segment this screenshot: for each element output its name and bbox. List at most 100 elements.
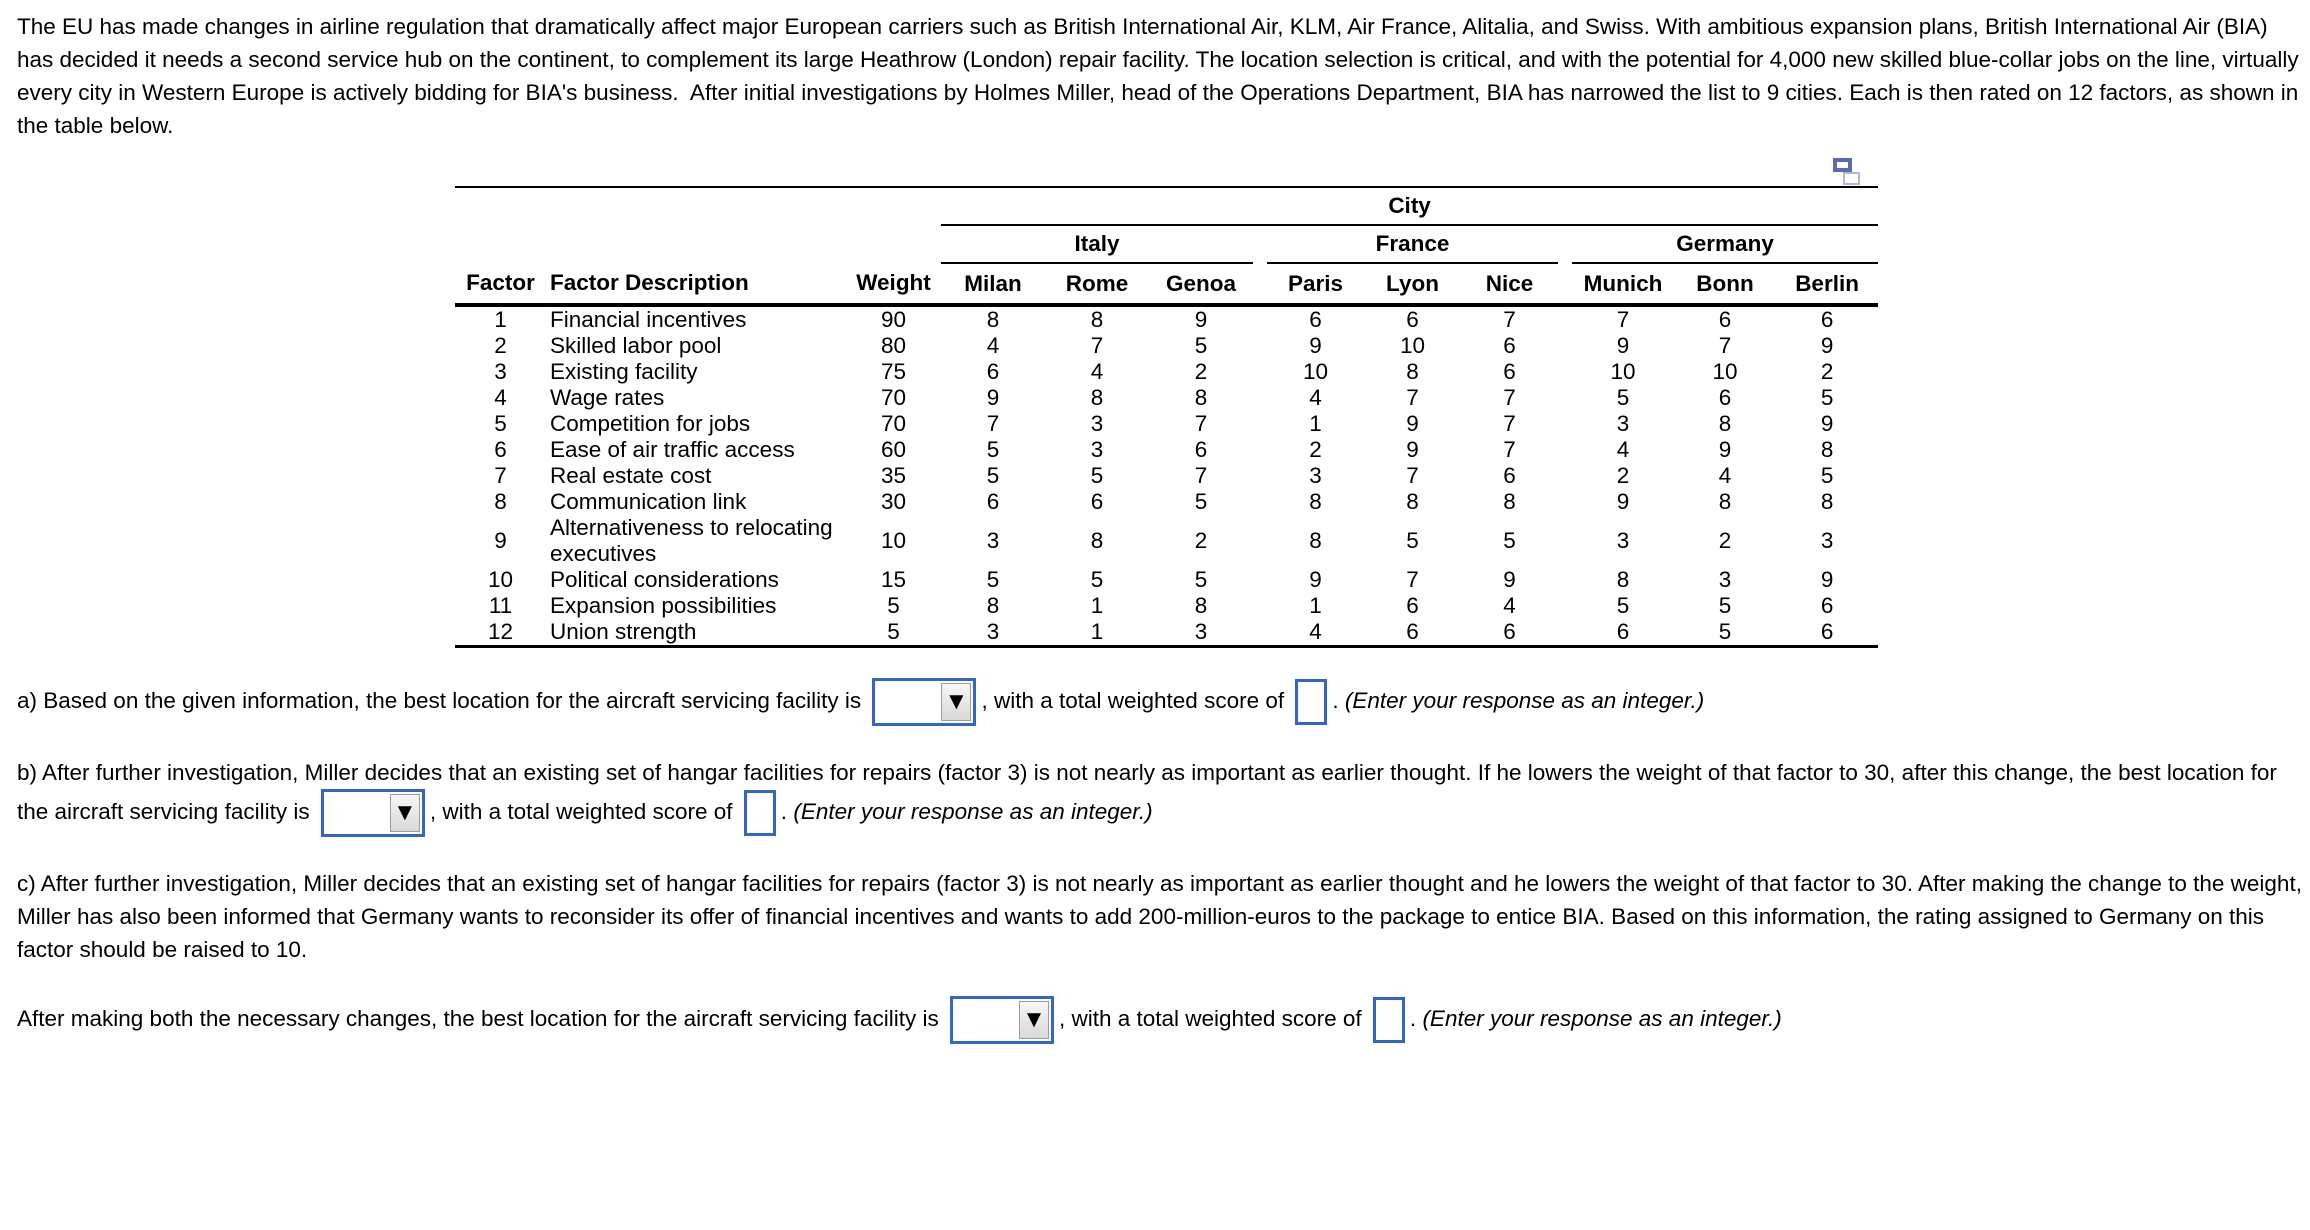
rating-cell: 9 <box>1820 411 1834 436</box>
rating-cell: 6 <box>1503 619 1516 644</box>
location-select-a[interactable]: ▼ <box>872 678 977 726</box>
factor-rating-table: City Italy France Germany Factor Factor … <box>455 186 1879 648</box>
rating-cell: 7 <box>1406 463 1419 488</box>
dropdown-arrow-icon[interactable]: ▼ <box>1018 1001 1049 1039</box>
factor-number: 1 <box>494 307 507 332</box>
rating-cell: 3 <box>986 528 1000 553</box>
rating-cell: 6 <box>986 359 1000 384</box>
table-row: 5 Competition for jobs 70 7 3 7 1 9 7 3 8 9 <box>455 411 1878 437</box>
rating-cell: 4 <box>1090 359 1104 384</box>
column-gap <box>1253 437 1267 463</box>
rating-cell: 8 <box>1194 593 1208 618</box>
rating-cell: 8 <box>986 593 1000 618</box>
column-gap <box>1558 619 1572 647</box>
rating-cell: 8 <box>1503 489 1516 514</box>
city-header-row: City <box>455 187 1879 226</box>
rating-cell: 9 <box>1194 307 1208 332</box>
factor-table-container: City Italy France Germany Factor Factor … <box>455 156 1879 648</box>
rating-cell: 4 <box>1309 619 1322 644</box>
col-header-description: Factor Description <box>546 263 846 307</box>
column-gap <box>1558 593 1572 619</box>
table-row: 4 Wage rates 70 9 8 8 4 7 7 5 6 5 <box>455 385 1878 411</box>
rating-cell: 7 <box>1503 385 1516 410</box>
factor-weight: 15 <box>880 567 907 592</box>
table-row: 10 Political considerations 15 5 5 5 9 7 9 8 3 9 <box>455 567 1878 593</box>
factor-weight: 10 <box>880 528 907 553</box>
location-select-d[interactable]: ▼ <box>949 996 1054 1044</box>
question-a-period: . <box>1332 687 1339 713</box>
rating-cell: 5 <box>1406 528 1419 553</box>
column-gap <box>1558 385 1572 411</box>
rating-cell: 8 <box>1406 489 1419 514</box>
factor-description: Communication link <box>550 489 747 514</box>
table-row: 12 Union strength 5 3 1 3 4 6 6 6 5 6 <box>455 619 1878 647</box>
dropdown-arrow-icon[interactable]: ▼ <box>389 794 420 832</box>
score-input-b[interactable] <box>743 790 776 836</box>
score-input-a[interactable] <box>1295 679 1328 725</box>
column-gap <box>1253 515 1267 567</box>
rating-cell: 5 <box>1718 619 1732 644</box>
factor-description: Union strength <box>550 619 697 644</box>
question-d-period: . <box>1409 1005 1417 1031</box>
rating-cell: 3 <box>1090 411 1104 436</box>
rating-cell: 8 <box>1820 489 1834 514</box>
column-gap <box>1253 489 1267 515</box>
factor-weight: 5 <box>887 593 900 618</box>
rating-cell: 2 <box>1194 528 1208 553</box>
rating-cell: 6 <box>1503 333 1516 358</box>
rating-cell: 1 <box>1090 619 1104 644</box>
col-header-rome: Rome <box>1045 263 1150 307</box>
rating-cell: 8 <box>1090 528 1104 553</box>
popout-icon[interactable] <box>1833 158 1860 185</box>
dropdown-arrow-icon[interactable]: ▼ <box>941 683 972 721</box>
rating-cell: 8 <box>1309 489 1322 514</box>
question-d-note: (Enter your response as an integer.) <box>1422 1005 1782 1031</box>
question-c-text: c) After further investigation, Miller d… <box>17 871 2302 962</box>
table-row: 2 Skilled labor pool 80 4 7 5 9 10 6 9 7 9 <box>455 333 1878 359</box>
location-select-b[interactable]: ▼ <box>320 789 425 837</box>
factor-description: Wage rates <box>550 385 665 410</box>
rating-cell: 4 <box>1309 385 1322 410</box>
table-row: 7 Real estate cost 35 5 5 7 3 7 6 2 4 5 <box>455 463 1878 489</box>
rating-cell: 2 <box>1309 437 1322 462</box>
column-gap <box>1253 305 1267 333</box>
col-header-berlin: Berlin <box>1776 263 1879 307</box>
rating-cell: 5 <box>986 437 1000 462</box>
factor-description: Alternativeness to relocating executives <box>550 515 833 566</box>
rating-cell: 6 <box>1406 593 1419 618</box>
question-d-text: After making both the necessary changes,… <box>17 1005 939 1031</box>
factor-weight: 75 <box>880 359 907 384</box>
rating-cell: 6 <box>1503 463 1516 488</box>
factor-description: Expansion possibilities <box>550 593 777 618</box>
rating-cell: 6 <box>1820 307 1834 332</box>
rating-cell: 6 <box>1406 307 1419 332</box>
rating-cell: 6 <box>1718 385 1732 410</box>
rating-cell: 8 <box>1090 385 1104 410</box>
rating-cell: 7 <box>1718 333 1732 358</box>
column-gap <box>1558 333 1572 359</box>
rating-cell: 5 <box>1820 385 1834 410</box>
rating-cell: 8 <box>1820 437 1834 462</box>
factor-number: 7 <box>494 463 507 488</box>
factor-description: Real estate cost <box>550 463 712 488</box>
rating-cell: 8 <box>1406 359 1419 384</box>
question-a-text-2: , with a total weighted score of <box>981 687 1285 713</box>
rating-cell: 9 <box>1309 333 1322 358</box>
rating-cell: 3 <box>1090 437 1104 462</box>
rating-cell: 3 <box>1309 463 1322 488</box>
column-gap <box>1253 463 1267 489</box>
rating-cell: 1 <box>1309 593 1322 618</box>
score-input-d[interactable] <box>1372 997 1405 1043</box>
rating-cell: 9 <box>1718 437 1732 462</box>
question-d: After making both the necessary changes,… <box>17 996 2302 1044</box>
factor-number: 10 <box>487 567 514 592</box>
rating-cell: 6 <box>1309 307 1322 332</box>
rating-cell: 10 <box>1610 359 1636 384</box>
factor-number: 3 <box>494 359 507 384</box>
rating-cell: 6 <box>1406 619 1419 644</box>
rating-cell: 10 <box>1400 333 1426 358</box>
rating-cell: 8 <box>1718 411 1732 436</box>
factor-weight: 70 <box>880 411 907 436</box>
factor-weight: 30 <box>880 489 907 514</box>
country-group-row: Italy France Germany <box>455 225 1879 264</box>
